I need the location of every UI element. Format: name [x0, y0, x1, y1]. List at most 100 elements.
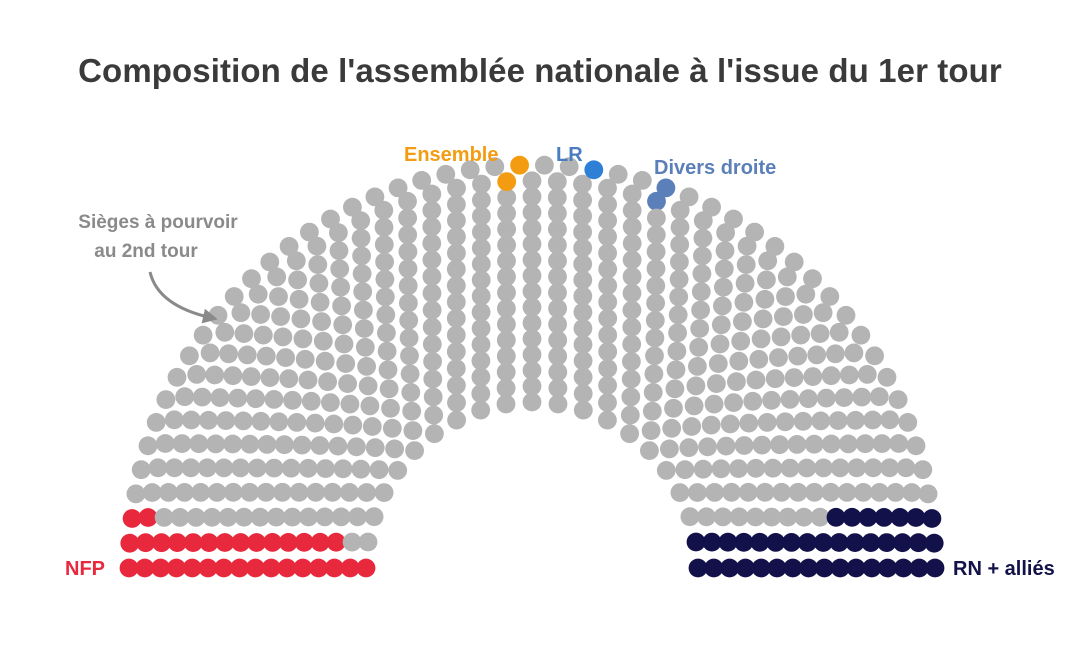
- seat: [805, 482, 824, 502]
- seat: [307, 236, 327, 256]
- seat: [844, 343, 864, 363]
- seat: [893, 533, 912, 553]
- legend-divers-droite: Divers droite: [654, 157, 776, 179]
- seat: [598, 227, 617, 247]
- seat: [156, 390, 176, 409]
- seat: [837, 483, 857, 502]
- seat: [374, 235, 394, 254]
- seat: [447, 211, 466, 230]
- seat: [447, 227, 466, 247]
- seat: [497, 299, 516, 318]
- seat: [662, 418, 682, 438]
- seat: [774, 307, 793, 326]
- seat: [316, 459, 335, 478]
- seat: [472, 174, 491, 194]
- seat: [573, 190, 592, 210]
- seat: [309, 558, 328, 578]
- seat: [793, 411, 813, 431]
- seat: [331, 277, 350, 297]
- seat: [894, 558, 913, 578]
- seat: [847, 458, 867, 478]
- seat: [784, 368, 804, 387]
- seat: [548, 251, 567, 271]
- seat: [598, 243, 617, 263]
- seat: [743, 391, 763, 411]
- seat: [122, 509, 142, 528]
- seat: [237, 345, 257, 365]
- seat: [746, 458, 766, 478]
- seat: [784, 252, 804, 272]
- seat: [351, 459, 371, 479]
- seat: [547, 188, 567, 207]
- seat: [328, 436, 348, 456]
- seat: [845, 533, 865, 552]
- seat: [247, 458, 267, 478]
- seat: [496, 330, 516, 350]
- seat: [656, 178, 676, 198]
- seat: [295, 349, 315, 369]
- seat: [621, 387, 641, 407]
- legend-ensemble: Ensemble: [404, 144, 498, 166]
- seat: [398, 242, 418, 262]
- seat: [283, 390, 302, 410]
- seat: [401, 383, 421, 402]
- seat: [497, 172, 517, 192]
- seat: [496, 394, 516, 414]
- seat: [622, 233, 642, 253]
- seat: [573, 222, 592, 242]
- seat: [746, 370, 766, 390]
- seat: [647, 191, 666, 211]
- seat: [374, 200, 394, 220]
- seat: [207, 483, 227, 502]
- seat: [230, 558, 250, 578]
- legend-rn-allies: RN + alliés: [953, 558, 1055, 580]
- seat: [234, 324, 254, 343]
- seat: [669, 287, 689, 307]
- seat: [782, 533, 801, 552]
- seat: [766, 533, 786, 552]
- seat: [343, 197, 362, 217]
- seat: [880, 458, 899, 478]
- seat: [708, 354, 728, 373]
- seat: [310, 292, 330, 312]
- seat: [360, 396, 380, 416]
- seat: [215, 533, 235, 552]
- seat: [598, 195, 617, 214]
- seat: [794, 305, 813, 324]
- seat: [834, 388, 854, 407]
- seat: [829, 533, 849, 552]
- seat: [329, 223, 348, 243]
- seat: [573, 206, 592, 226]
- seat: [573, 270, 593, 290]
- seat: [909, 533, 928, 553]
- seat: [312, 312, 331, 331]
- seat: [826, 507, 846, 527]
- seat: [853, 483, 873, 502]
- seat: [183, 533, 203, 552]
- seat: [181, 458, 201, 478]
- seat: [471, 270, 491, 290]
- seat: [548, 203, 567, 223]
- seat: [172, 434, 192, 453]
- seat: [298, 370, 318, 390]
- seat: [870, 483, 889, 502]
- seat: [877, 367, 897, 387]
- seat: [497, 235, 516, 255]
- seat: [642, 401, 662, 421]
- seat: [686, 376, 706, 396]
- seat: [846, 558, 866, 578]
- seat: [811, 411, 831, 431]
- seat: [497, 219, 516, 239]
- seat: [126, 484, 146, 504]
- seat: [752, 435, 772, 455]
- seat: [855, 434, 875, 454]
- seat: [755, 289, 775, 309]
- seat: [573, 286, 593, 306]
- seat: [279, 369, 299, 389]
- seat: [548, 314, 567, 334]
- legend-nfp: NFP: [65, 558, 105, 580]
- seat: [305, 413, 325, 433]
- seat: [727, 372, 746, 392]
- seat: [376, 305, 396, 325]
